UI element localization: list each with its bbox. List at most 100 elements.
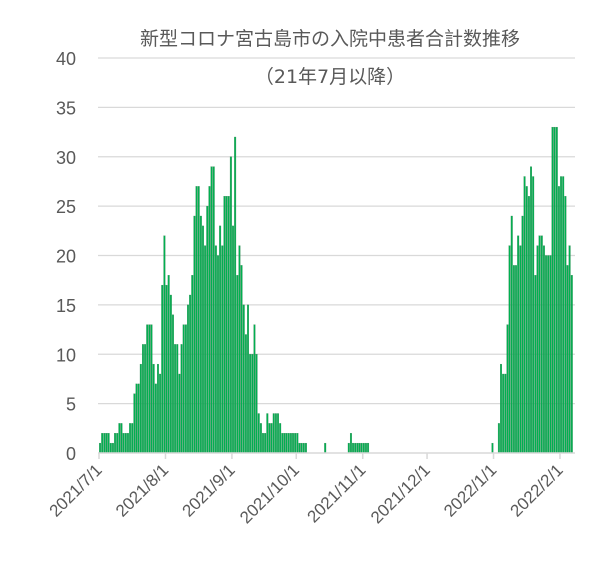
bar-2021-07-27: [154, 383, 157, 454]
bar-2021-09-09: [249, 354, 252, 454]
bar-2021-10-30: [358, 442, 361, 454]
bar-2022-01-29: [553, 126, 556, 454]
bar-2022-01-04: [500, 363, 502, 454]
bar-2022-01-10: [512, 265, 515, 454]
x-tick-label: 2021/11/1: [304, 460, 370, 526]
y-tick-label: 10: [56, 345, 76, 365]
bar-2021-08-17: [199, 215, 202, 454]
y-tick-label: 5: [66, 395, 76, 415]
bar-2021-08-28: [223, 196, 226, 454]
bar-2021-08-22: [210, 166, 213, 454]
bar-2021-08-03: [169, 294, 172, 454]
bar-2021-10-28: [354, 442, 357, 454]
bar-2021-08-10: [184, 324, 187, 454]
bar-2021-09-17: [266, 413, 269, 454]
bar-2021-07-23: [146, 324, 149, 454]
bar-2021-09-24: [281, 433, 284, 454]
bar-2022-01-23: [540, 235, 543, 454]
bar-2022-01-07: [506, 324, 509, 454]
bar-2022-01-19: [532, 176, 535, 454]
bar-2021-08-08: [180, 344, 183, 454]
bar-2021-09-15: [262, 433, 264, 454]
bar-2021-08-26: [219, 225, 222, 454]
bar-2021-10-29: [356, 442, 359, 454]
bar-2021-07-08: [114, 433, 117, 454]
bar-2021-07-30: [161, 284, 164, 454]
bar-2021-08-23: [212, 166, 215, 454]
bar-2021-09-06: [242, 304, 245, 454]
x-tick-label: 2021/12/1: [367, 460, 434, 527]
bar-2021-08-27: [221, 245, 224, 454]
y-tick-label: 15: [56, 296, 76, 316]
bar-2021-09-11: [253, 324, 256, 454]
bar-2022-01-24: [542, 245, 545, 454]
bar-2021-09-22: [277, 413, 279, 454]
bar-2022-02-04: [566, 265, 569, 454]
bar-2022-01-12: [517, 235, 520, 454]
bar-2022-01-15: [523, 176, 526, 454]
bar-2022-02-05: [568, 245, 571, 454]
bar-2021-09-04: [238, 245, 241, 454]
bar-2022-01-20: [534, 275, 537, 454]
bar-2021-10-31: [360, 442, 363, 454]
bar-2022-01-11: [515, 265, 517, 454]
bar-2021-07-04: [105, 433, 108, 454]
bar-2021-07-12: [122, 433, 125, 454]
bar-2021-07-22: [144, 344, 147, 454]
bar-2021-08-15: [195, 186, 198, 454]
bar-2021-08-07: [178, 373, 181, 454]
bar-2021-07-21: [142, 344, 144, 454]
bar-2021-07-09: [116, 433, 119, 454]
bar-2021-09-29: [292, 433, 294, 454]
bar-2021-07-03: [103, 433, 106, 454]
bar-2021-07-29: [159, 373, 162, 454]
bar-2021-09-16: [264, 433, 267, 454]
bar-2022-01-13: [519, 245, 522, 454]
bar-2021-08-21: [208, 186, 211, 454]
bar-2021-07-01: [99, 442, 102, 454]
bar-2022-01-30: [555, 126, 558, 454]
bar-2021-08-20: [206, 205, 209, 454]
bar-2021-09-26: [285, 433, 288, 454]
bar-2021-08-02: [167, 275, 170, 454]
bar-2022-01-17: [527, 196, 530, 454]
bar-2021-10-25: [347, 442, 350, 454]
bar-2021-07-10: [118, 423, 121, 454]
bar-2021-10-14: [324, 442, 327, 454]
bar-2021-10-01: [296, 433, 299, 454]
bar-2021-07-24: [148, 324, 151, 454]
bar-2021-08-14: [193, 215, 196, 454]
bar-2021-10-02: [298, 442, 301, 454]
bar-2021-08-13: [191, 275, 194, 454]
bar-2021-07-16: [131, 423, 134, 454]
bar-2021-09-27: [287, 433, 290, 454]
bar-2021-09-30: [294, 433, 297, 454]
bar-2021-09-28: [289, 433, 292, 454]
x-tick-label: 2022/2/1: [507, 460, 567, 520]
bar-2021-08-29: [225, 196, 228, 454]
bar-2021-07-17: [133, 393, 136, 454]
bar-2022-02-06: [570, 275, 573, 454]
bar-2021-07-11: [120, 423, 123, 454]
bar-2021-09-20: [272, 413, 275, 454]
y-tick-label: 30: [56, 148, 76, 168]
bar-2021-08-16: [197, 186, 200, 454]
bar-2021-10-26: [349, 433, 352, 454]
bar-2021-07-13: [124, 433, 127, 454]
bar-2021-09-18: [268, 423, 271, 454]
bar-2021-07-15: [129, 423, 132, 454]
bar-2022-01-03: [497, 423, 500, 454]
bar-2022-01-14: [521, 215, 524, 454]
bar-2021-09-14: [259, 423, 262, 454]
bar-2021-08-24: [214, 245, 217, 454]
bar-2021-07-28: [157, 363, 159, 454]
bar-2021-08-11: [187, 304, 189, 454]
y-tick-label: 25: [56, 197, 76, 217]
x-tick-label: 2021/9/1: [179, 460, 239, 520]
bar-2021-08-06: [176, 344, 179, 454]
bar-2022-01-28: [551, 126, 554, 454]
bar-2021-09-25: [283, 433, 286, 454]
bar-2021-07-07: [111, 442, 114, 454]
bar-2022-01-21: [536, 245, 539, 454]
bar-2022-01-16: [525, 186, 528, 454]
